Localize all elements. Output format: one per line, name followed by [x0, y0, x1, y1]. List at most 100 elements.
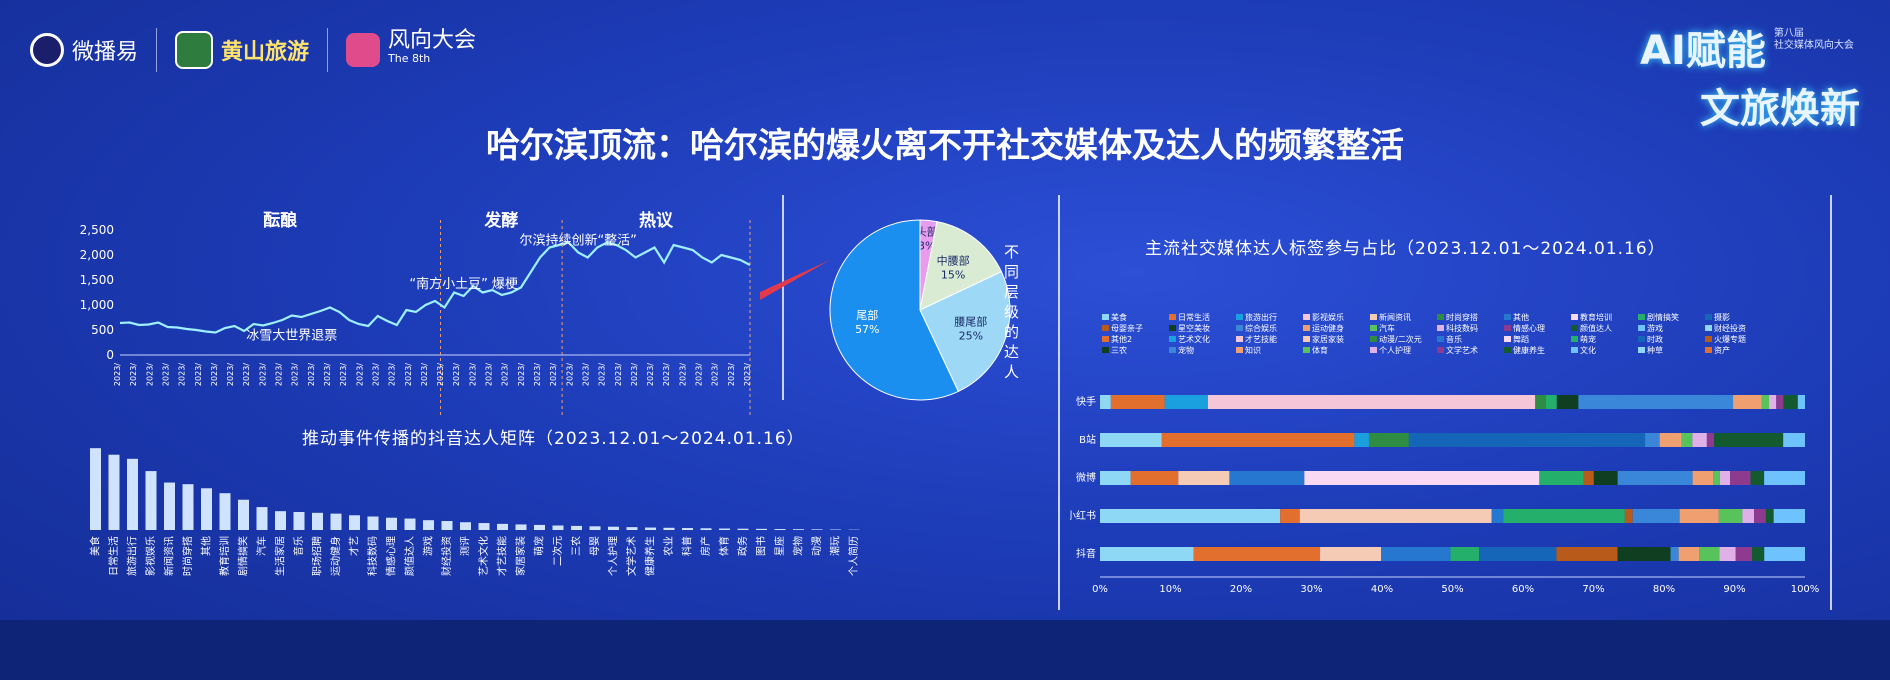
x-tick-label: 40% — [1371, 584, 1393, 595]
legend-swatch — [1102, 336, 1109, 342]
bar — [312, 512, 323, 530]
x-tick-label: 60% — [1512, 584, 1534, 595]
legend-label: 宠物 — [1178, 345, 1194, 355]
stack-segment — [1280, 509, 1300, 523]
bar-category-label: 剧情搞笑 — [237, 536, 250, 576]
stack-segment — [1681, 433, 1693, 447]
pie-slice-label: 中腰部 — [937, 253, 970, 267]
x-tick-label: 2023/ — [226, 363, 235, 386]
stack-segment — [1670, 547, 1679, 561]
stack-segment — [1100, 433, 1162, 447]
bar-category-label: 萌宠 — [533, 536, 546, 556]
y-tick-label: 0 — [106, 348, 114, 362]
weiboyi-logo: 微播易 — [30, 33, 138, 67]
x-tick-label: 100% — [1791, 584, 1820, 595]
pie-slice-value: 15% — [941, 268, 965, 281]
bar-category-label: 美食 — [89, 536, 102, 556]
logo-sub: The 8th — [388, 52, 431, 65]
logo-text-weiboyi: 微播易 — [72, 40, 139, 65]
legend-swatch — [1638, 347, 1645, 353]
x-tick-label: 2023/ — [743, 363, 752, 386]
stack-segment — [1679, 509, 1719, 523]
annotation-label: 冰雪大世界退票 — [246, 329, 337, 344]
x-tick-label: 2023/ — [161, 363, 170, 386]
bar-category-label: 新闻资讯 — [163, 536, 176, 576]
bar — [774, 529, 786, 530]
stack-segment — [1100, 471, 1131, 485]
x-tick-label: 2023/ — [194, 363, 203, 386]
legend-label: 财经投资 — [1714, 323, 1746, 333]
stack-segment — [1535, 395, 1547, 409]
bottom-band — [0, 620, 1890, 680]
legend-swatch — [1705, 347, 1712, 353]
bar — [478, 523, 490, 530]
bar — [404, 518, 416, 530]
legend-swatch — [1303, 314, 1310, 320]
bar-category-label: 音乐 — [292, 536, 305, 556]
stack-segment — [1719, 547, 1736, 561]
stack-segment — [1624, 509, 1633, 523]
legend-swatch — [1638, 314, 1645, 320]
stack-segment — [1617, 471, 1693, 485]
legend-label: 文化 — [1580, 345, 1596, 355]
bar-category-label: 测评 — [459, 536, 472, 556]
logo-divider — [156, 28, 158, 72]
legend-label: 艺术文化 — [1178, 334, 1210, 344]
legend-label: 美食 — [1111, 312, 1127, 322]
badge-line-2: 社交媒体风向大会 — [1773, 40, 1854, 51]
stack-segment — [1207, 395, 1536, 409]
legend-swatch — [1571, 347, 1578, 353]
douyin-matrix-bar-chart: 美食 日常生活 旅游出行 影视娱乐 新闻资讯 时尚穿搭 其他 教育培训 剧情搞笑 汽车 生活家居 音乐… — [89, 448, 860, 576]
stack-segment — [1546, 395, 1557, 409]
bar — [127, 458, 138, 530]
legend-label: 旅游出行 — [1245, 312, 1277, 322]
stack-segment — [1100, 395, 1111, 409]
bar — [238, 499, 249, 530]
bar-category-label: 艺术文化 — [477, 536, 490, 576]
x-tick-label: 2023/ — [420, 363, 429, 386]
bar — [682, 528, 693, 530]
legend-swatch — [1102, 314, 1109, 320]
x-tick-label: 2023/ — [646, 363, 655, 386]
pie-slice — [829, 219, 959, 401]
bar-category-label: 科普 — [681, 536, 694, 556]
stack-segment — [1304, 471, 1540, 485]
x-tick-label: 90% — [1723, 584, 1745, 595]
bar-category-label: 教育培训 — [218, 536, 231, 576]
huangshan-logo: 黄山旅游 — [175, 31, 309, 69]
legend-label: 个人护理 — [1379, 345, 1411, 355]
x-tick-label: 70% — [1582, 584, 1604, 595]
legend-label: 汽车 — [1379, 323, 1395, 333]
legend-label: 体育 — [1312, 345, 1328, 355]
legend-label: 萌宠 — [1580, 334, 1596, 344]
pie-slice-label: 腰尾部 — [954, 314, 987, 328]
legend-swatch — [1236, 314, 1243, 320]
stack-segment — [1632, 509, 1680, 523]
bar-category-label: 才艺技能 — [496, 536, 509, 576]
bar — [497, 523, 508, 530]
legend-label: 星空美妆 — [1178, 323, 1210, 333]
legend-swatch — [1571, 325, 1578, 331]
bar-category-label: 农业 — [662, 536, 675, 556]
pie-side-label: 不同层级的达人 — [1004, 243, 1020, 381]
badge-main-2: 文旅焕新 — [1700, 86, 1860, 132]
bar — [515, 524, 527, 530]
legend-swatch — [1102, 347, 1109, 353]
bar-category-label: 才艺 — [348, 536, 361, 556]
stack-segment — [1478, 547, 1557, 561]
play-logo-icon — [30, 33, 64, 67]
bar — [608, 526, 619, 530]
legend-swatch — [1638, 325, 1645, 331]
bar-category-label: 职场招聘 — [311, 536, 324, 576]
x-tick-label: 10% — [1159, 584, 1181, 595]
legend-label: 颜值达人 — [1580, 323, 1612, 333]
stack-segment — [1583, 471, 1594, 485]
x-tick-label: 2023/ — [630, 363, 639, 386]
stack-segment — [1752, 547, 1765, 561]
legend-label: 摄影 — [1714, 312, 1730, 322]
stack-segment — [1539, 471, 1584, 485]
stack-segment — [1659, 433, 1682, 447]
legend-label: 运动健身 — [1312, 323, 1344, 333]
stack-segment — [1773, 509, 1805, 523]
legend-label: 时政 — [1647, 334, 1663, 344]
